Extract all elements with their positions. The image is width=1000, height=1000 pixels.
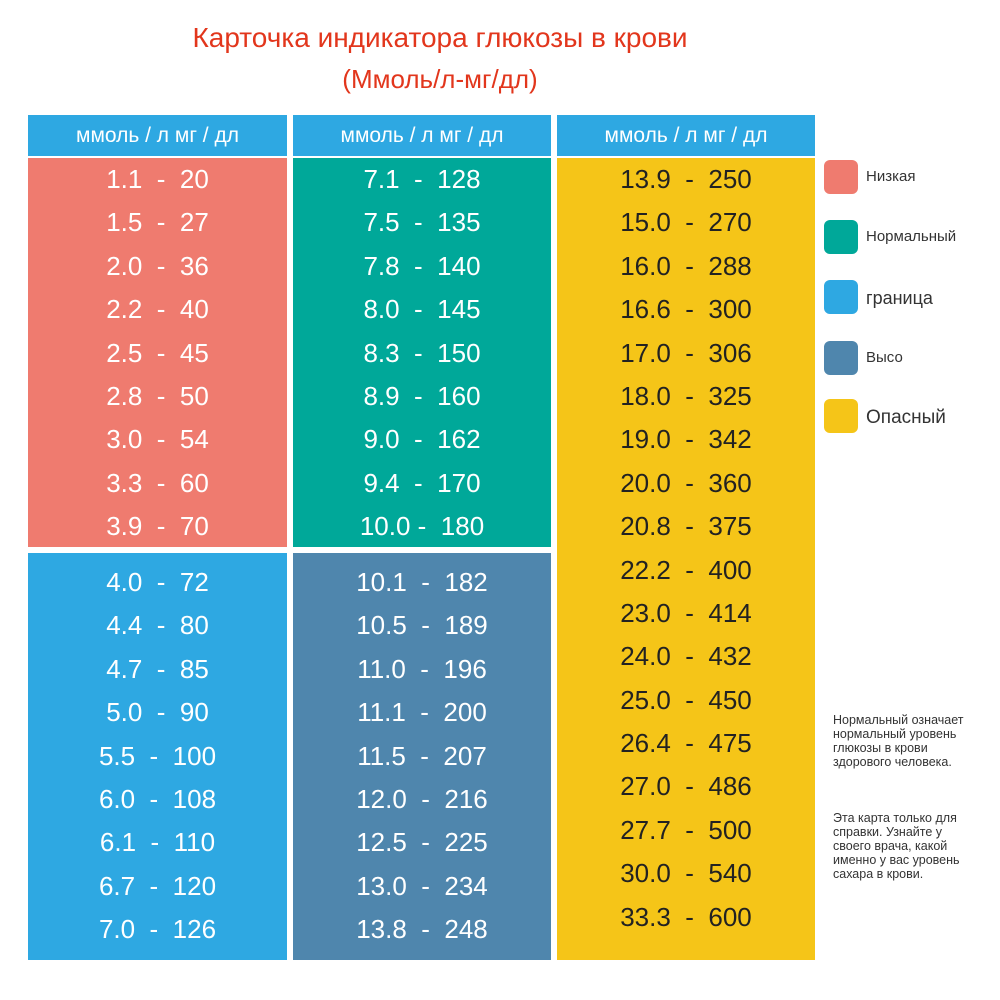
range-block: 7.1 - 128 7.5 - 135 7.8 - 140 8.0 - 145 8.3 … [293, 158, 551, 547]
range-block: 1.1 - 20 1.5 - 27 2.0 - 36 2.2 - 40 2.5 - 45… [28, 158, 287, 547]
value-row: 12.0 - 216 [356, 783, 488, 814]
value-row: 3.3 - 60 [106, 467, 209, 498]
value-row: 2.8 - 50 [106, 380, 209, 411]
value-row: 6.0 - 108 [98, 783, 217, 814]
range-block: 10.1 - 182 10.5 - 189 11.0 - 196 11.1 - 200… [293, 553, 551, 960]
value-row: 17.0 - 306 [620, 337, 752, 368]
column-header: ммоль / л мг / дл [28, 115, 287, 156]
value-row: 30.0 - 540 [620, 858, 752, 889]
value-row: 8.3 - 150 [363, 337, 481, 368]
note-text: Эта карта только для справки. Узнайте у … [833, 811, 960, 881]
range-block: 4.0 - 72 4.4 - 80 4.7 - 85 5.0 - 90 5.5 - 10… [28, 553, 287, 960]
subtitle: (Ммоль/л-мг/дл) [342, 64, 538, 94]
value-row: 8.9 - 160 [363, 380, 481, 411]
legend-swatch [824, 280, 858, 314]
value-row: 2.5 - 45 [106, 337, 209, 368]
value-row: 5.5 - 100 [98, 740, 217, 771]
value-row: 5.0 - 90 [106, 697, 209, 728]
value-row: 33.3 - 600 [620, 901, 752, 932]
value-row: 19.0 - 342 [620, 424, 752, 455]
value-row: 16.0 - 288 [620, 250, 752, 281]
value-row: 7.0 - 126 [98, 914, 217, 945]
legend-label: Нормальный [866, 228, 957, 245]
value-row: 3.0 - 54 [106, 424, 209, 455]
range-block: 13.9 - 250 15.0 - 270 16.0 - 288 16.6 - 300… [557, 158, 815, 960]
legend-label: Высо [866, 349, 903, 366]
value-row: 25.0 - 450 [620, 684, 752, 715]
value-row: 6.1 - 110 [99, 827, 216, 858]
value-row: 7.5 - 135 [363, 207, 481, 238]
note-text: Нормальный означает нормальный уровень г… [833, 713, 964, 769]
value-row: 11.5 - 207 [357, 740, 487, 771]
legend-label: Низкая [866, 168, 916, 185]
value-row: 4.4 - 80 [106, 610, 209, 641]
value-row: 6.7 - 120 [98, 870, 217, 901]
value-row: 11.0 - 196 [357, 653, 487, 684]
value-row: 10.0 - 180 [359, 511, 485, 542]
legend-swatch [824, 220, 858, 254]
legend-swatch [824, 341, 858, 375]
value-row: 8.0 - 145 [363, 294, 481, 325]
value-row: 18.0 - 325 [620, 380, 752, 411]
value-row: 10.1 - 182 [356, 567, 488, 597]
value-row: 22.2 - 400 [620, 554, 752, 585]
value-row: 4.7 - 85 [106, 653, 209, 684]
value-row: 3.9 - 70 [106, 511, 209, 542]
legend-label: Опасный [866, 407, 946, 428]
column-header: ммоль / л мг / дл [557, 115, 815, 156]
value-row: 20.8 - 375 [620, 511, 752, 542]
value-row: 9.4 - 170 [363, 467, 481, 498]
value-row: 13.9 - 250 [620, 164, 752, 194]
value-row: 27.7 - 500 [620, 814, 752, 845]
value-row: 16.6 - 300 [620, 294, 752, 325]
value-row: 23.0 - 414 [620, 597, 752, 628]
value-row: 7.8 - 140 [363, 250, 481, 281]
title: Карточка индикатора глюкозы в крови [192, 22, 688, 53]
value-row: 9.0 - 162 [363, 424, 481, 455]
value-row: 12.5 - 225 [356, 827, 488, 858]
value-row: 13.0 - 234 [356, 870, 488, 901]
value-row: 1.5 - 27 [106, 207, 209, 238]
value-row: 13.8 - 248 [356, 914, 488, 945]
value-row: 27.0 - 486 [620, 771, 752, 802]
value-row: 7.1 - 128 [363, 164, 481, 194]
value-row: 1.1 - 20 [106, 164, 209, 194]
value-row: 26.4 - 475 [620, 728, 752, 759]
legend-swatch [824, 399, 858, 433]
column-header: ммоль / л мг / дл [293, 115, 551, 156]
value-row: 2.2 - 40 [106, 294, 209, 325]
value-row: 20.0 - 360 [620, 467, 752, 498]
value-row: 4.0 - 72 [106, 567, 209, 597]
legend-swatch [824, 160, 858, 194]
value-row: 2.0 - 36 [106, 250, 209, 281]
legend-label: граница [866, 288, 933, 308]
value-row: 10.5 - 189 [356, 610, 488, 641]
value-row: 11.1 - 200 [357, 697, 487, 728]
value-row: 15.0 - 270 [620, 207, 752, 238]
value-row: 24.0 - 432 [620, 641, 752, 672]
